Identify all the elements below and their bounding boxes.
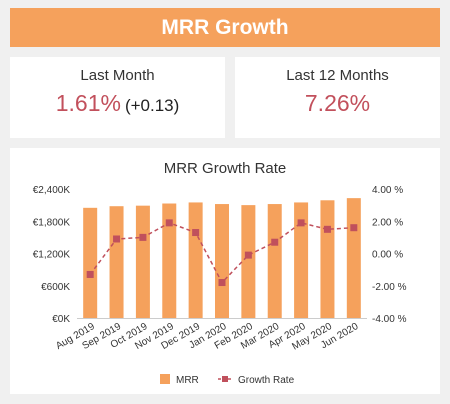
mrr-bar [162,203,177,318]
kpi-last-month-label: Last Month [80,67,155,84]
kpi-last-month-value: 1.61% [55,90,121,116]
mrr-bar [83,207,98,318]
mrr-bar [109,206,124,318]
chart-title: MRR Growth Rate [164,160,287,177]
mrr-bar [215,204,229,318]
y-left-tick-label: €1,800K [33,217,71,228]
kpi-last-12-months: Last 12 Months 7.26% [235,57,440,138]
mrr-growth-chart: MRR Growth Rate €0K €600K €1,200K €1,800K €2,… [33,160,407,386]
growth-rate-marker [165,219,173,227]
growth-rate-marker [218,279,226,287]
growth-rate-marker [244,251,252,259]
mrr-bar [346,198,361,318]
growth-rate-marker [271,238,279,246]
kpi-last-12-label: Last 12 Months [286,67,389,84]
growth-rate-marker [297,219,305,227]
growth-rate-marker [113,235,121,243]
chart-card: MRR Growth Rate €0K €600K €1,200K €1,800K €2,… [10,148,440,394]
y-left-tick-label: €2,400K [33,185,71,196]
growth-rate-marker [86,270,94,278]
y-left-tick-label: €0K [52,314,70,325]
growth-rate-marker [139,233,147,241]
legend-growth-marker [222,376,228,382]
legend-mrr-swatch [160,374,170,384]
header-title: MRR Growth [161,15,289,39]
mrr-bar [294,202,309,318]
dashboard-header: MRR Growth [10,8,440,47]
growth-rate-marker [323,225,331,233]
y-right-tick-label: -2.00 % [372,282,407,293]
mrr-bar [320,200,335,318]
legend-growth-label: Growth Rate [238,375,295,386]
growth-rate-marker [350,224,358,232]
y-left-tick-label: €1,200K [33,250,71,261]
growth-rate-marker [192,229,200,237]
kpi-last-month-delta: (+0.13) [124,96,180,115]
kpi-last-12-value: 7.26% [304,90,371,116]
y-right-tick-label: 0.00 % [372,250,403,261]
y-right-tick-label: 2.00 % [372,217,403,228]
mrr-bar [135,205,150,318]
mrr-bar [241,205,256,318]
legend-mrr-label: MRR [176,375,199,386]
y-right-tick-label: -4.00 % [372,314,407,325]
mrr-bar [188,202,203,318]
y-left-tick-label: €600K [41,282,70,293]
mrr-bar [267,204,282,318]
y-right-tick-label: 4.00 % [372,185,403,196]
kpi-last-month-value-row: 1.61% (+0.13) [10,90,225,117]
kpi-last-month: Last Month 1.61% (+0.13) [10,57,225,138]
